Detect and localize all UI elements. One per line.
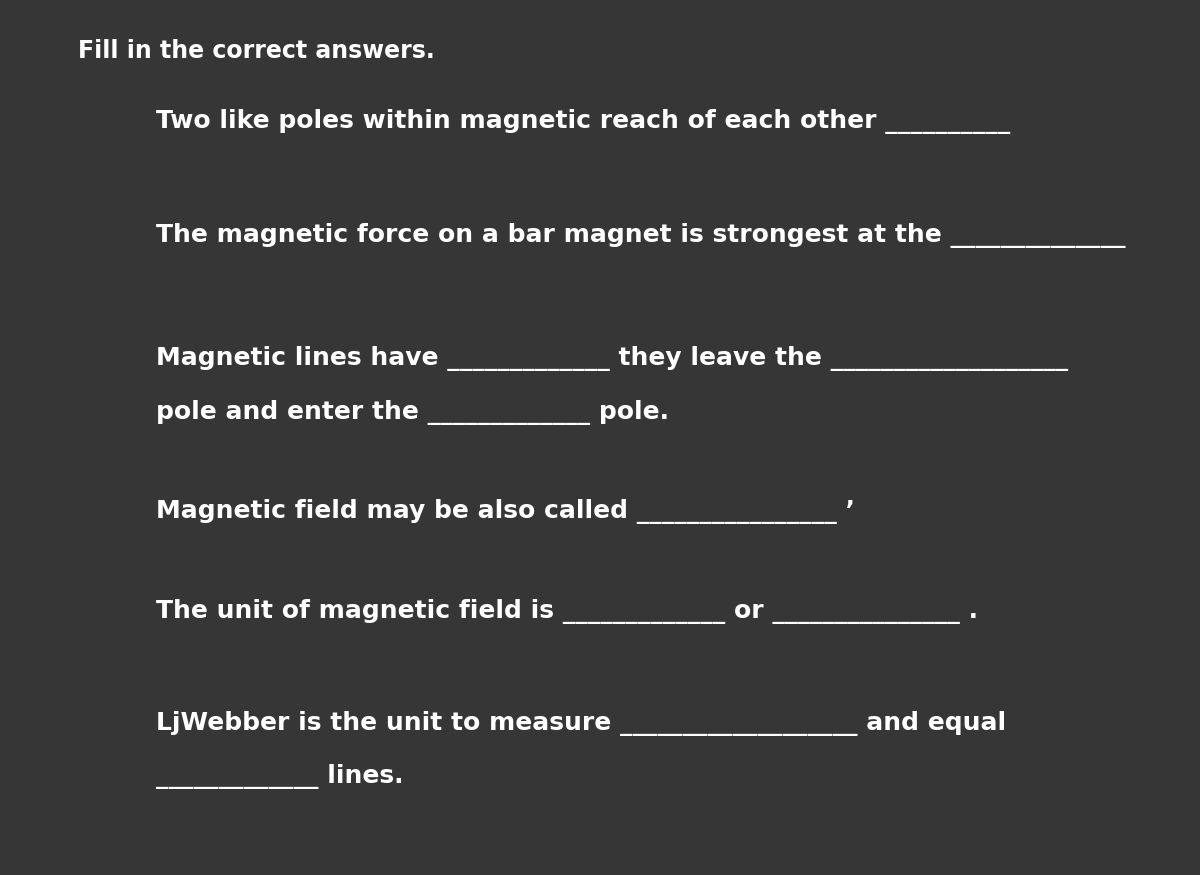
Text: Magnetic lines have _____________ they leave the ___________________: Magnetic lines have _____________ they l… (156, 346, 1068, 371)
Text: The unit of magnetic field is _____________ or _______________ .: The unit of magnetic field is __________… (156, 599, 978, 625)
Text: The magnetic force on a bar magnet is strongest at the ______________: The magnetic force on a bar magnet is st… (156, 223, 1126, 248)
Text: ǈWebber is the unit to measure ___________________ and equal: ǈWebber is the unit to measure _________… (156, 710, 1006, 736)
Text: Two like poles within magnetic reach of each other __________: Two like poles within magnetic reach of … (156, 109, 1010, 135)
Text: _____________ lines.: _____________ lines. (156, 764, 403, 789)
Text: Fill in the correct answers.: Fill in the correct answers. (78, 39, 434, 63)
Text: pole and enter the _____________ pole.: pole and enter the _____________ pole. (156, 400, 670, 425)
Text: Magnetic field may be also called ________________ ’: Magnetic field may be also called ______… (156, 499, 854, 524)
